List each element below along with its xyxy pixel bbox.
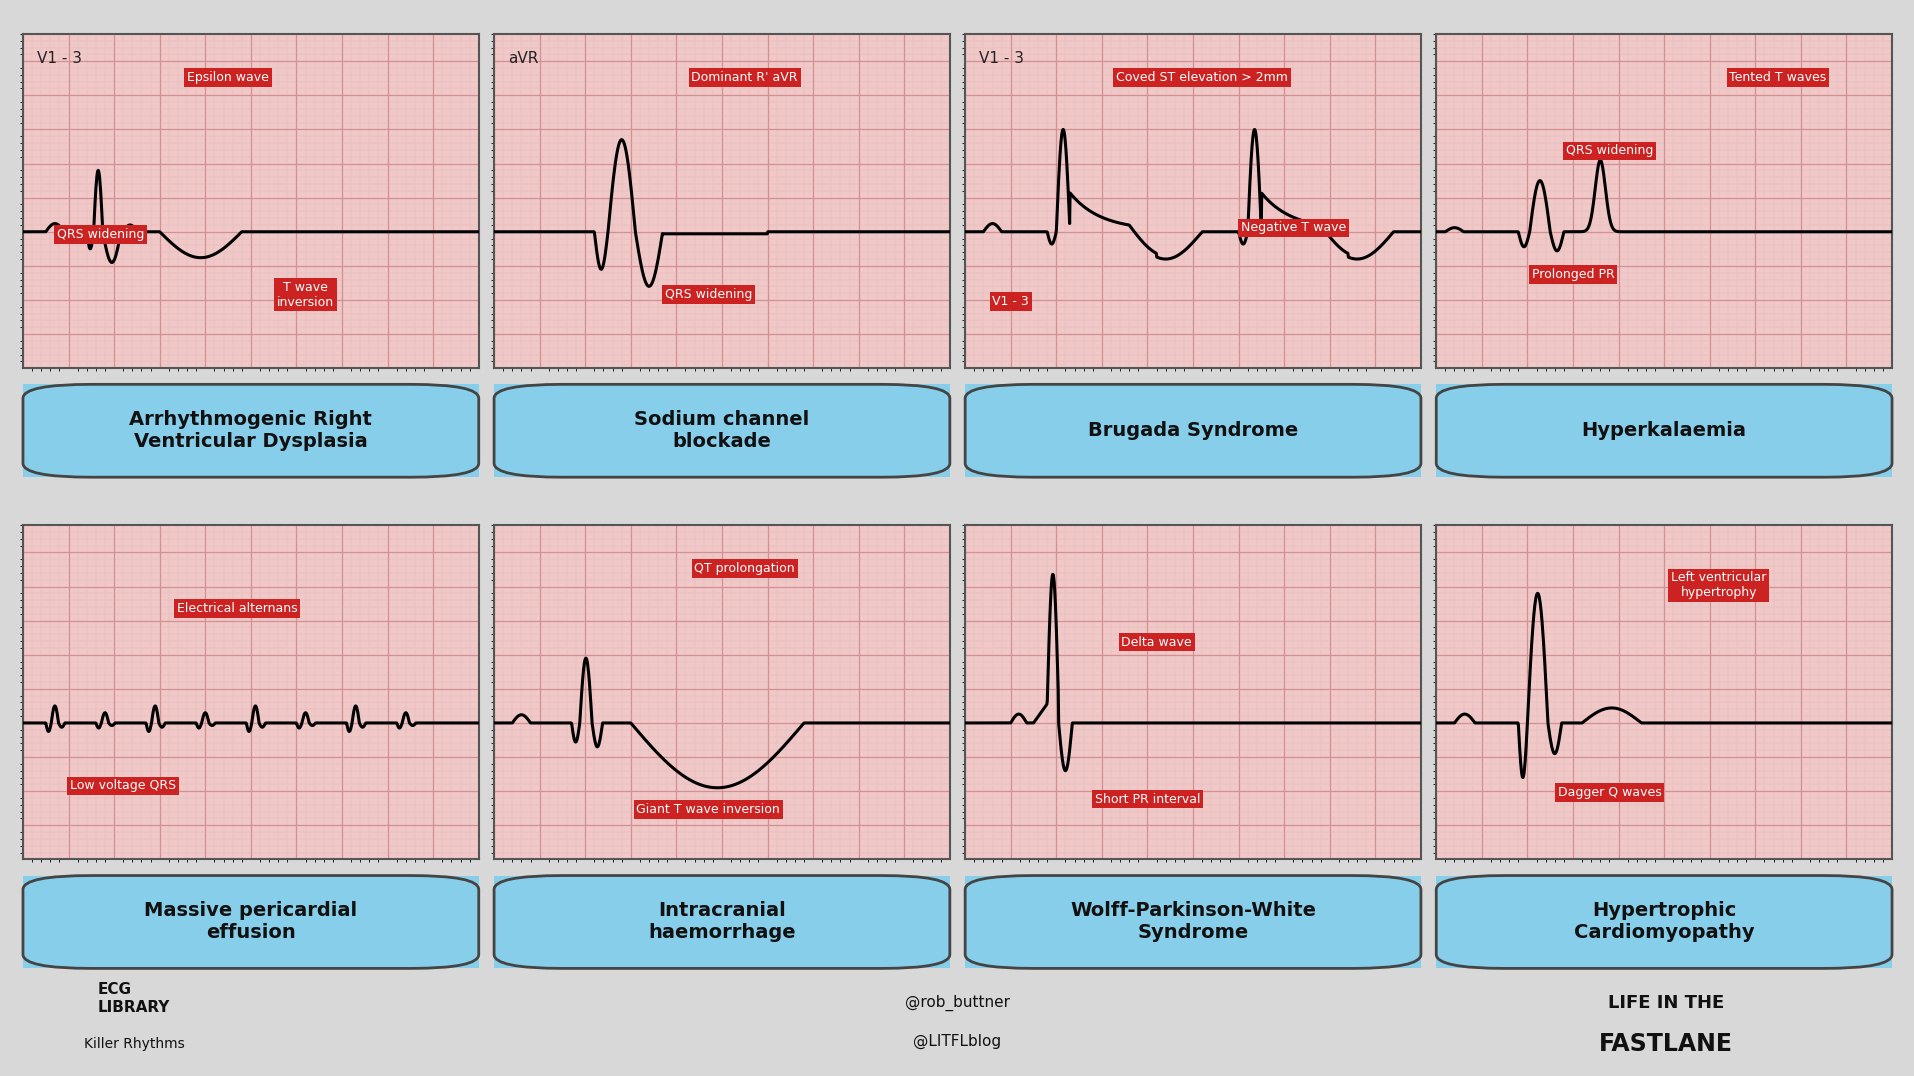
FancyBboxPatch shape [1436, 876, 1891, 968]
Text: Wolff-Parkinson-White
Syndrome: Wolff-Parkinson-White Syndrome [1070, 902, 1315, 943]
Text: Arrhythmogenic Right
Ventricular Dysplasia: Arrhythmogenic Right Ventricular Dysplas… [130, 410, 371, 451]
Text: V1 - 3: V1 - 3 [36, 51, 82, 66]
Text: Epsilon wave: Epsilon wave [188, 71, 268, 84]
FancyBboxPatch shape [494, 876, 949, 968]
FancyBboxPatch shape [23, 876, 478, 968]
Text: QRS widening: QRS widening [57, 228, 144, 241]
Text: Delta wave: Delta wave [1122, 636, 1191, 649]
Text: @rob_buttner: @rob_buttner [905, 994, 1009, 1011]
Text: Sodium channel
blockade: Sodium channel blockade [634, 410, 810, 451]
Text: Tented T waves: Tented T waves [1728, 71, 1826, 84]
Text: aVR: aVR [507, 51, 538, 66]
Text: Brugada Syndrome: Brugada Syndrome [1087, 422, 1298, 440]
FancyBboxPatch shape [965, 876, 1420, 968]
Text: ECG
LIBRARY: ECG LIBRARY [98, 982, 170, 1015]
Text: Killer Rhythms: Killer Rhythms [84, 1036, 184, 1051]
Text: V1 - 3: V1 - 3 [991, 295, 1028, 308]
Text: Left ventricular
hypertrophy: Left ventricular hypertrophy [1671, 571, 1765, 599]
Text: Prolonged PR: Prolonged PR [1531, 268, 1614, 281]
Text: Dominant R' aVR: Dominant R' aVR [691, 71, 798, 84]
Text: Low voltage QRS: Low voltage QRS [71, 779, 176, 792]
Text: FASTLANE: FASTLANE [1598, 1032, 1732, 1056]
Text: Coved ST elevation > 2mm: Coved ST elevation > 2mm [1116, 71, 1288, 84]
Text: Giant T wave inversion: Giant T wave inversion [635, 803, 779, 816]
FancyBboxPatch shape [965, 384, 1420, 478]
Text: V1 - 3: V1 - 3 [978, 51, 1024, 66]
Text: Electrical alternans: Electrical alternans [176, 603, 297, 615]
Text: Intracranial
haemorrhage: Intracranial haemorrhage [647, 902, 796, 943]
FancyBboxPatch shape [494, 384, 949, 478]
Text: QT prolongation: QT prolongation [695, 562, 794, 575]
Text: Hypertrophic
Cardiomyopathy: Hypertrophic Cardiomyopathy [1573, 902, 1753, 943]
Text: QRS widening: QRS widening [664, 288, 752, 301]
Text: Negative T wave: Negative T wave [1240, 222, 1346, 235]
Text: Dagger Q waves: Dagger Q waves [1556, 787, 1661, 799]
FancyBboxPatch shape [23, 384, 478, 478]
Text: @LITFLblog: @LITFLblog [913, 1034, 1001, 1049]
Text: Hyperkalaemia: Hyperkalaemia [1581, 422, 1746, 440]
FancyBboxPatch shape [1436, 384, 1891, 478]
Text: Massive pericardial
effusion: Massive pericardial effusion [144, 902, 358, 943]
Text: QRS widening: QRS widening [1566, 144, 1652, 157]
Text: T wave
inversion: T wave inversion [278, 281, 333, 309]
Text: Short PR interval: Short PR interval [1095, 793, 1200, 806]
Text: LIFE IN THE: LIFE IN THE [1608, 994, 1723, 1011]
